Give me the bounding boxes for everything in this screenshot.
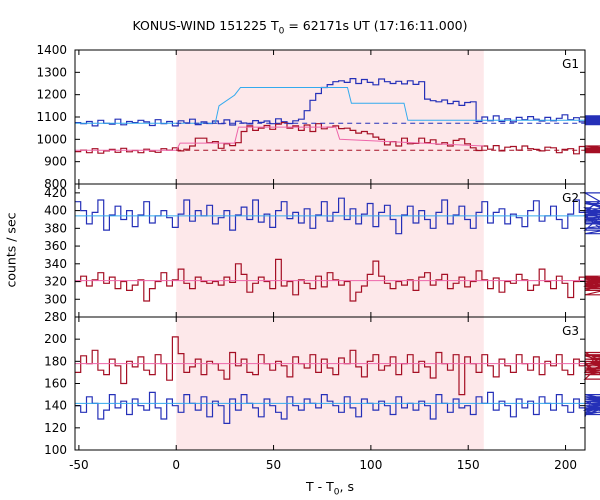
g2-ytick-label: 280 xyxy=(44,310,67,324)
g2-panel-label: G2 xyxy=(562,191,579,205)
g3-panel-label: G3 xyxy=(562,324,579,338)
y-axis-label: counts / sec xyxy=(3,212,19,288)
x-axis-label-rest: , s xyxy=(339,479,354,494)
g3-ytick-label: 120 xyxy=(44,421,67,435)
g1-ytick-label: 1200 xyxy=(36,88,67,102)
g1-series-1 xyxy=(75,78,600,127)
g3-ytick-label: 140 xyxy=(44,399,67,413)
g1-ytick-label: 900 xyxy=(44,155,67,169)
g2-ytick-label: 420 xyxy=(44,186,67,200)
g2-ytick-label: 320 xyxy=(44,275,67,289)
chart-title-main: KONUS-WIND 151225 T xyxy=(132,18,279,33)
g1-ytick-label: 800 xyxy=(44,177,67,191)
g2-ytick-label: 360 xyxy=(44,239,67,253)
x-axis-label-subscript: 0 xyxy=(333,487,340,498)
g3-ytick-label: 100 xyxy=(44,443,67,457)
g2-ytick-label: 400 xyxy=(44,204,67,218)
xtick-label: 50 xyxy=(266,458,281,472)
g1-panel-label: G1 xyxy=(562,57,579,71)
x-axis-label: T - T0, s xyxy=(75,479,585,498)
g1-fit-line-1 xyxy=(75,87,585,124)
g1-ytick-label: 1300 xyxy=(36,65,67,79)
g3-ytick-label: 200 xyxy=(44,332,67,346)
chart-title-subscript: 0 xyxy=(278,26,285,37)
x-axis-label-main: T - T xyxy=(306,479,334,494)
g1-ytick-label: 1400 xyxy=(36,43,67,57)
xtick-label: -50 xyxy=(69,458,89,472)
xtick-label: 150 xyxy=(457,458,480,472)
g3-ytick-label: 160 xyxy=(44,377,67,391)
g1-ytick-label: 1100 xyxy=(36,110,67,124)
g3-series-2 xyxy=(75,391,600,424)
g1-fit-line-2 xyxy=(75,126,484,151)
chart-title: KONUS-WIND 151225 T0 = 62171s UT (17:16:… xyxy=(0,18,600,37)
g1-series-2 xyxy=(75,122,600,155)
xtick-label: 0 xyxy=(172,458,180,472)
g3-ytick-label: 180 xyxy=(44,354,67,368)
xtick-label: 200 xyxy=(554,458,577,472)
g2-series-1 xyxy=(75,192,600,235)
g2-ytick-label: 340 xyxy=(44,257,67,271)
g1-ytick-label: 1000 xyxy=(36,132,67,146)
xtick-label: 100 xyxy=(359,458,382,472)
g3-series-1 xyxy=(75,336,600,396)
shaded-interval xyxy=(176,50,484,450)
g2-series-2 xyxy=(75,258,600,302)
g2-ytick-label: 300 xyxy=(44,292,67,306)
g2-ytick-label: 380 xyxy=(44,221,67,235)
chart-title-rest: = 62171s UT (17:16:11.000) xyxy=(284,18,468,33)
